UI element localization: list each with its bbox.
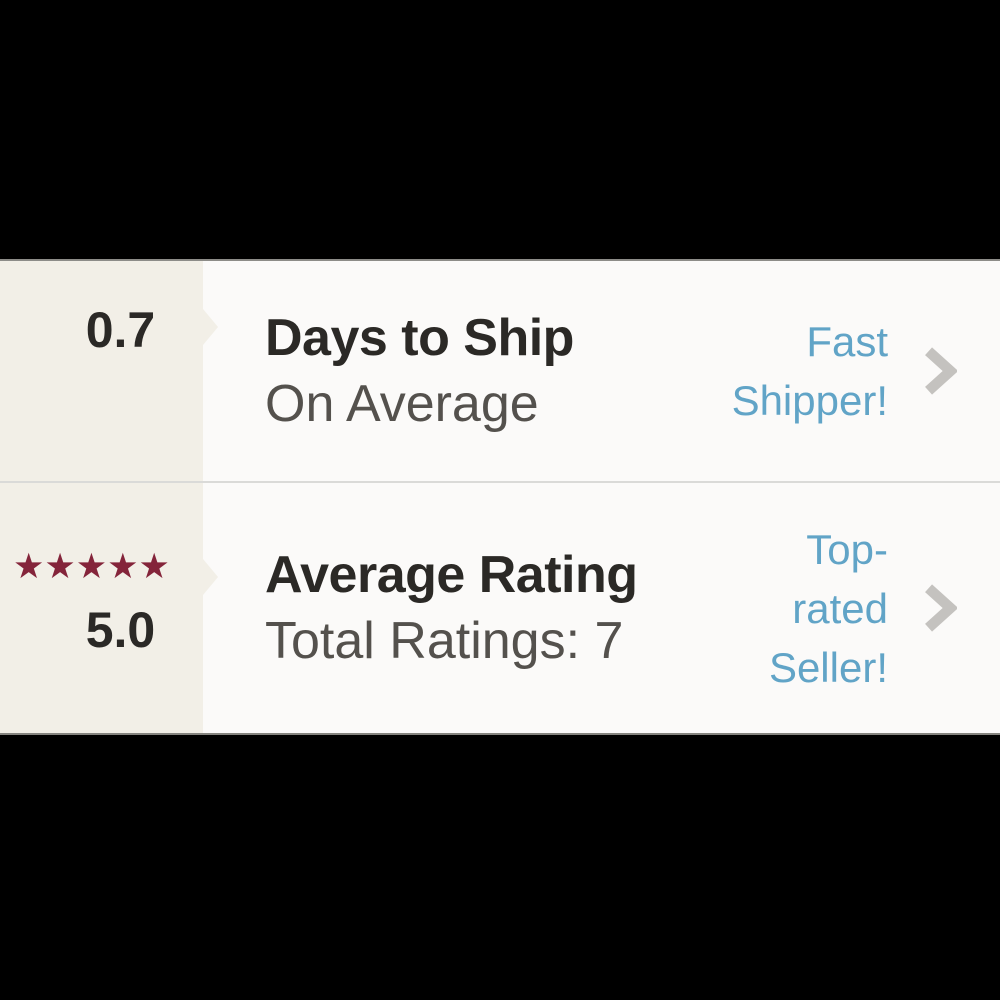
stat-notch — [203, 309, 218, 345]
average-rating-row[interactable]: ★★★★★ 5.0 Average Rating Total Ratings: … — [0, 483, 1000, 733]
rating-stat-cell: ★★★★★ 5.0 — [0, 483, 218, 733]
average-rating-title: Average Rating — [265, 546, 638, 604]
average-rating-info: Average Rating Total Ratings: 7 — [203, 544, 718, 672]
star-rating-icons: ★★★★★ — [13, 547, 170, 587]
days-to-ship-chevron-cell — [888, 346, 1000, 396]
fast-shipper-badge: Fast Shipper! — [731, 318, 888, 424]
seller-stats-panel: 0.7 Days to Ship On Average Fast Shipper… — [0, 259, 1000, 735]
stat-notch — [203, 559, 218, 595]
row-divider — [0, 481, 1000, 483]
days-to-ship-info: Days to Ship On Average — [203, 307, 718, 435]
chevron-right-icon — [925, 347, 957, 395]
top-rated-seller-badge: Top-rated Seller! — [768, 525, 888, 691]
days-to-ship-row[interactable]: 0.7 Days to Ship On Average Fast Shipper… — [0, 261, 1000, 481]
total-ratings-subtitle: Total Ratings: 7 — [265, 612, 624, 670]
days-to-ship-stat-cell: 0.7 — [0, 261, 218, 481]
rating-value: 5.0 — [85, 602, 156, 659]
average-rating-chevron-cell — [888, 583, 1000, 633]
days-to-ship-subtitle: On Average — [265, 375, 539, 433]
days-to-ship-value: 0.7 — [85, 302, 156, 358]
chevron-right-icon — [925, 584, 957, 632]
letterbox-bottom — [0, 735, 1000, 1000]
letterbox-top — [0, 0, 1000, 259]
days-to-ship-title: Days to Ship — [265, 309, 574, 367]
